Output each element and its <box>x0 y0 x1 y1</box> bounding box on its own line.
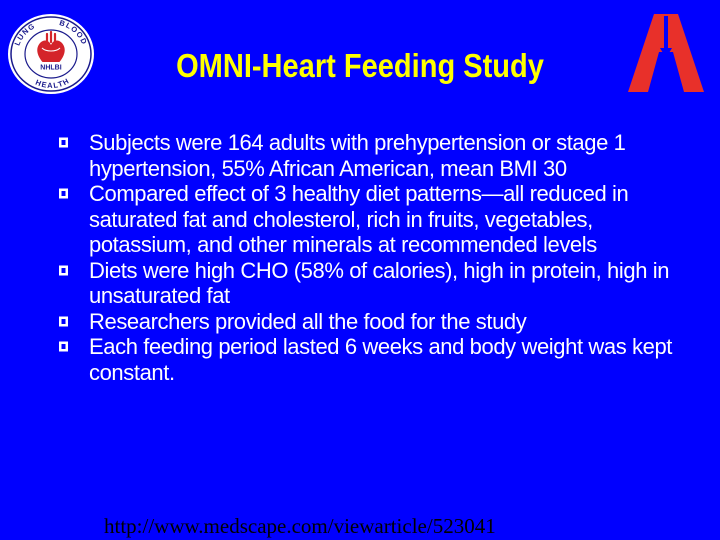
footer-url[interactable]: http://www.medscape.com/viewarticle/5230… <box>104 514 496 538</box>
nhlbi-seal-icon: LUNG BLOOD HEALTH NHLBI <box>8 14 94 94</box>
bullet-text: Diets were high CHO (58% of calories), h… <box>89 257 670 309</box>
bullet-item: Each feeding period lasted 6 weeks and b… <box>58 334 698 385</box>
aha-torch-logo-icon <box>628 14 704 92</box>
bullet-text: Each feeding period lasted 6 weeks and b… <box>89 334 673 385</box>
bullet-square-icon <box>59 265 68 275</box>
bullet-square-icon <box>59 341 68 352</box>
bullet-item: Compared effect of 3 healthy diet patter… <box>58 181 698 258</box>
bullet-text: Researchers provided all the food for th… <box>89 308 527 334</box>
bullet-square-icon <box>59 137 68 148</box>
bullet-square-icon <box>59 188 68 199</box>
bullet-square-icon <box>59 316 68 326</box>
bullet-item: Subjects were 164 adults with prehyperte… <box>58 130 698 181</box>
bullet-text: Subjects were 164 adults with prehyperte… <box>89 130 626 181</box>
bullet-item: Diets were high CHO (58% of calories), h… <box>58 258 698 309</box>
bullet-item: Researchers provided all the food for th… <box>58 309 698 335</box>
bullet-list: Subjects were 164 adults with prehyperte… <box>58 130 698 385</box>
bullet-text: Compared effect of 3 healthy diet patter… <box>89 181 629 257</box>
nhlbi-center-text: NHLBI <box>40 65 61 72</box>
slide-title: OMNI-Heart Feeding Study <box>176 47 544 84</box>
